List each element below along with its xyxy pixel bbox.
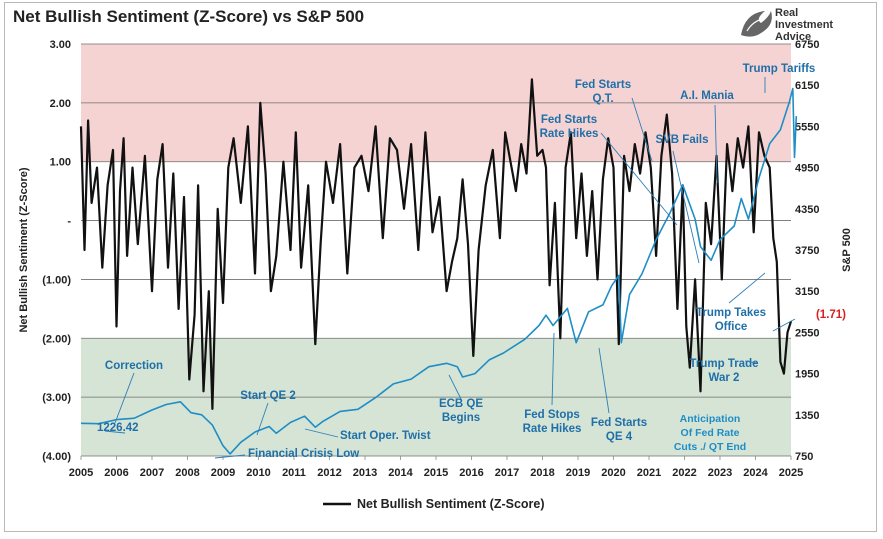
x-tick-label: 2009	[211, 467, 235, 479]
annotation-pointer	[214, 454, 246, 459]
y-left-tick-label: -	[67, 216, 71, 228]
annotation-label: (1.71)	[816, 309, 846, 321]
annotation-label: Start QE 2	[240, 390, 296, 402]
x-tick-label: 2013	[353, 467, 377, 479]
sp500-series-line	[80, 87, 798, 455]
annotation-label: Start Oper. Twist	[340, 430, 431, 442]
annotation-label: Trump Tariffs	[743, 63, 816, 75]
annotation-pointer	[631, 97, 653, 162]
x-tick-label: 2006	[104, 467, 128, 479]
annotation-label: Fed Starts QE 4	[591, 417, 647, 443]
x-tick-label: 2008	[175, 467, 199, 479]
annotation-pointer	[104, 430, 126, 434]
annotation-pointer	[256, 402, 269, 436]
x-tick-label: 2025	[779, 467, 803, 479]
x-tick-label: 2007	[140, 467, 164, 479]
y-right-tick-label: 1350	[795, 410, 819, 422]
legend-label: Net Bullish Sentiment (Z-Score)	[357, 497, 545, 511]
annotation-pointer	[598, 347, 610, 414]
overbought-band	[81, 44, 791, 162]
annotation-pointer	[772, 318, 796, 332]
x-tick-label: 2012	[317, 467, 341, 479]
x-tick-label: 2019	[566, 467, 590, 479]
annotation-label: ECB QE Begins	[439, 398, 483, 424]
brand-line-1: Real	[775, 7, 799, 19]
x-tick-label: 2015	[424, 467, 448, 479]
annotation-label: Fed Stops Rate Hikes	[523, 409, 582, 435]
y-right-tick-label: 4350	[795, 204, 819, 216]
sentiment-series-line	[79, 78, 793, 410]
x-tick-label: 2024	[743, 467, 768, 479]
y-left-axis-title: Net Bullish Sentiment (Z-Score)	[18, 167, 30, 332]
annotation-pointer	[672, 150, 700, 264]
y-right-tick-label: 1950	[795, 369, 819, 381]
x-tick-label: 2023	[708, 467, 732, 479]
annotation-label: Correction	[105, 360, 163, 372]
x-tick-label: 2016	[459, 467, 483, 479]
annotation-label: SVB Fails	[655, 134, 708, 146]
x-tick-label: 2022	[672, 467, 696, 479]
brand-logo: Real Investment Advice	[775, 7, 833, 43]
x-tick-label: 2010	[246, 467, 270, 479]
x-tick-label: 2014	[388, 467, 413, 479]
y-right-tick-label: 5550	[795, 121, 819, 133]
y-left-tick-label: (3.00)	[42, 392, 71, 404]
y-right-tick-label: 6150	[795, 80, 819, 92]
annotation-label: Trump Takes Office	[696, 307, 766, 333]
y-left-tick-label: 3.00	[50, 39, 71, 51]
y-right-tick-label: 3750	[795, 245, 819, 257]
y-right-tick-label: 3150	[795, 286, 819, 298]
annotation-pointer	[728, 272, 766, 304]
annotation-label: Financial Crisis Low	[248, 448, 359, 460]
eagle-logo-icon	[741, 11, 772, 37]
y-left-tick-label: 2.00	[50, 98, 71, 110]
y-left-tick-label: 1.00	[50, 157, 71, 169]
chart-frame: Net Bullish Sentiment (Z-Score) vs S&P 5…	[4, 2, 877, 532]
chart-area: 3.002.001.00-(1.00)(2.00)(3.00)(4.00)675…	[18, 39, 853, 511]
annotation-pointer	[114, 372, 135, 424]
x-tick-label: 2011	[282, 467, 306, 479]
annotation-label: Fed Starts Rate Hikes	[540, 114, 599, 140]
y-left-tick-label: (4.00)	[42, 451, 71, 463]
annotation-pointer	[304, 428, 339, 438]
annotation-pointer	[714, 104, 718, 184]
oversold-band	[81, 338, 791, 456]
x-tick-label: 2020	[601, 467, 625, 479]
annotation-pointer	[448, 374, 462, 400]
annotation-pointer	[744, 360, 758, 364]
annotation-pointer	[600, 132, 678, 226]
y-right-tick-label: 4950	[795, 163, 819, 175]
y-right-tick-label: 750	[795, 451, 813, 463]
annotation-label: 1226.42	[97, 422, 139, 434]
brand-line-2: Investment	[775, 19, 834, 31]
y-right-tick-label: 2550	[795, 327, 819, 339]
x-tick-label: 2021	[637, 467, 661, 479]
annotation-label: Trump Trade War 2	[689, 358, 758, 384]
brand-line-3: Advice	[775, 31, 812, 43]
chart-title: Net Bullish Sentiment (Z-Score) vs S&P 5…	[13, 7, 365, 26]
annotation-pointer	[551, 332, 555, 406]
x-tick-label: 2005	[69, 467, 93, 479]
annotation-label: Fed Starts Q.T.	[575, 79, 631, 105]
y-right-axis-title: S&P 500	[841, 228, 853, 272]
y-left-tick-label: (2.00)	[42, 333, 71, 345]
x-tick-label: 2017	[495, 467, 519, 479]
annotation-label: Anticipation Of Fed Rate Cuts ./ QT End	[674, 413, 746, 453]
y-left-tick-label: (1.00)	[42, 274, 71, 286]
x-tick-label: 2018	[530, 467, 554, 479]
annotation-label: A.I. Mania	[680, 90, 734, 102]
